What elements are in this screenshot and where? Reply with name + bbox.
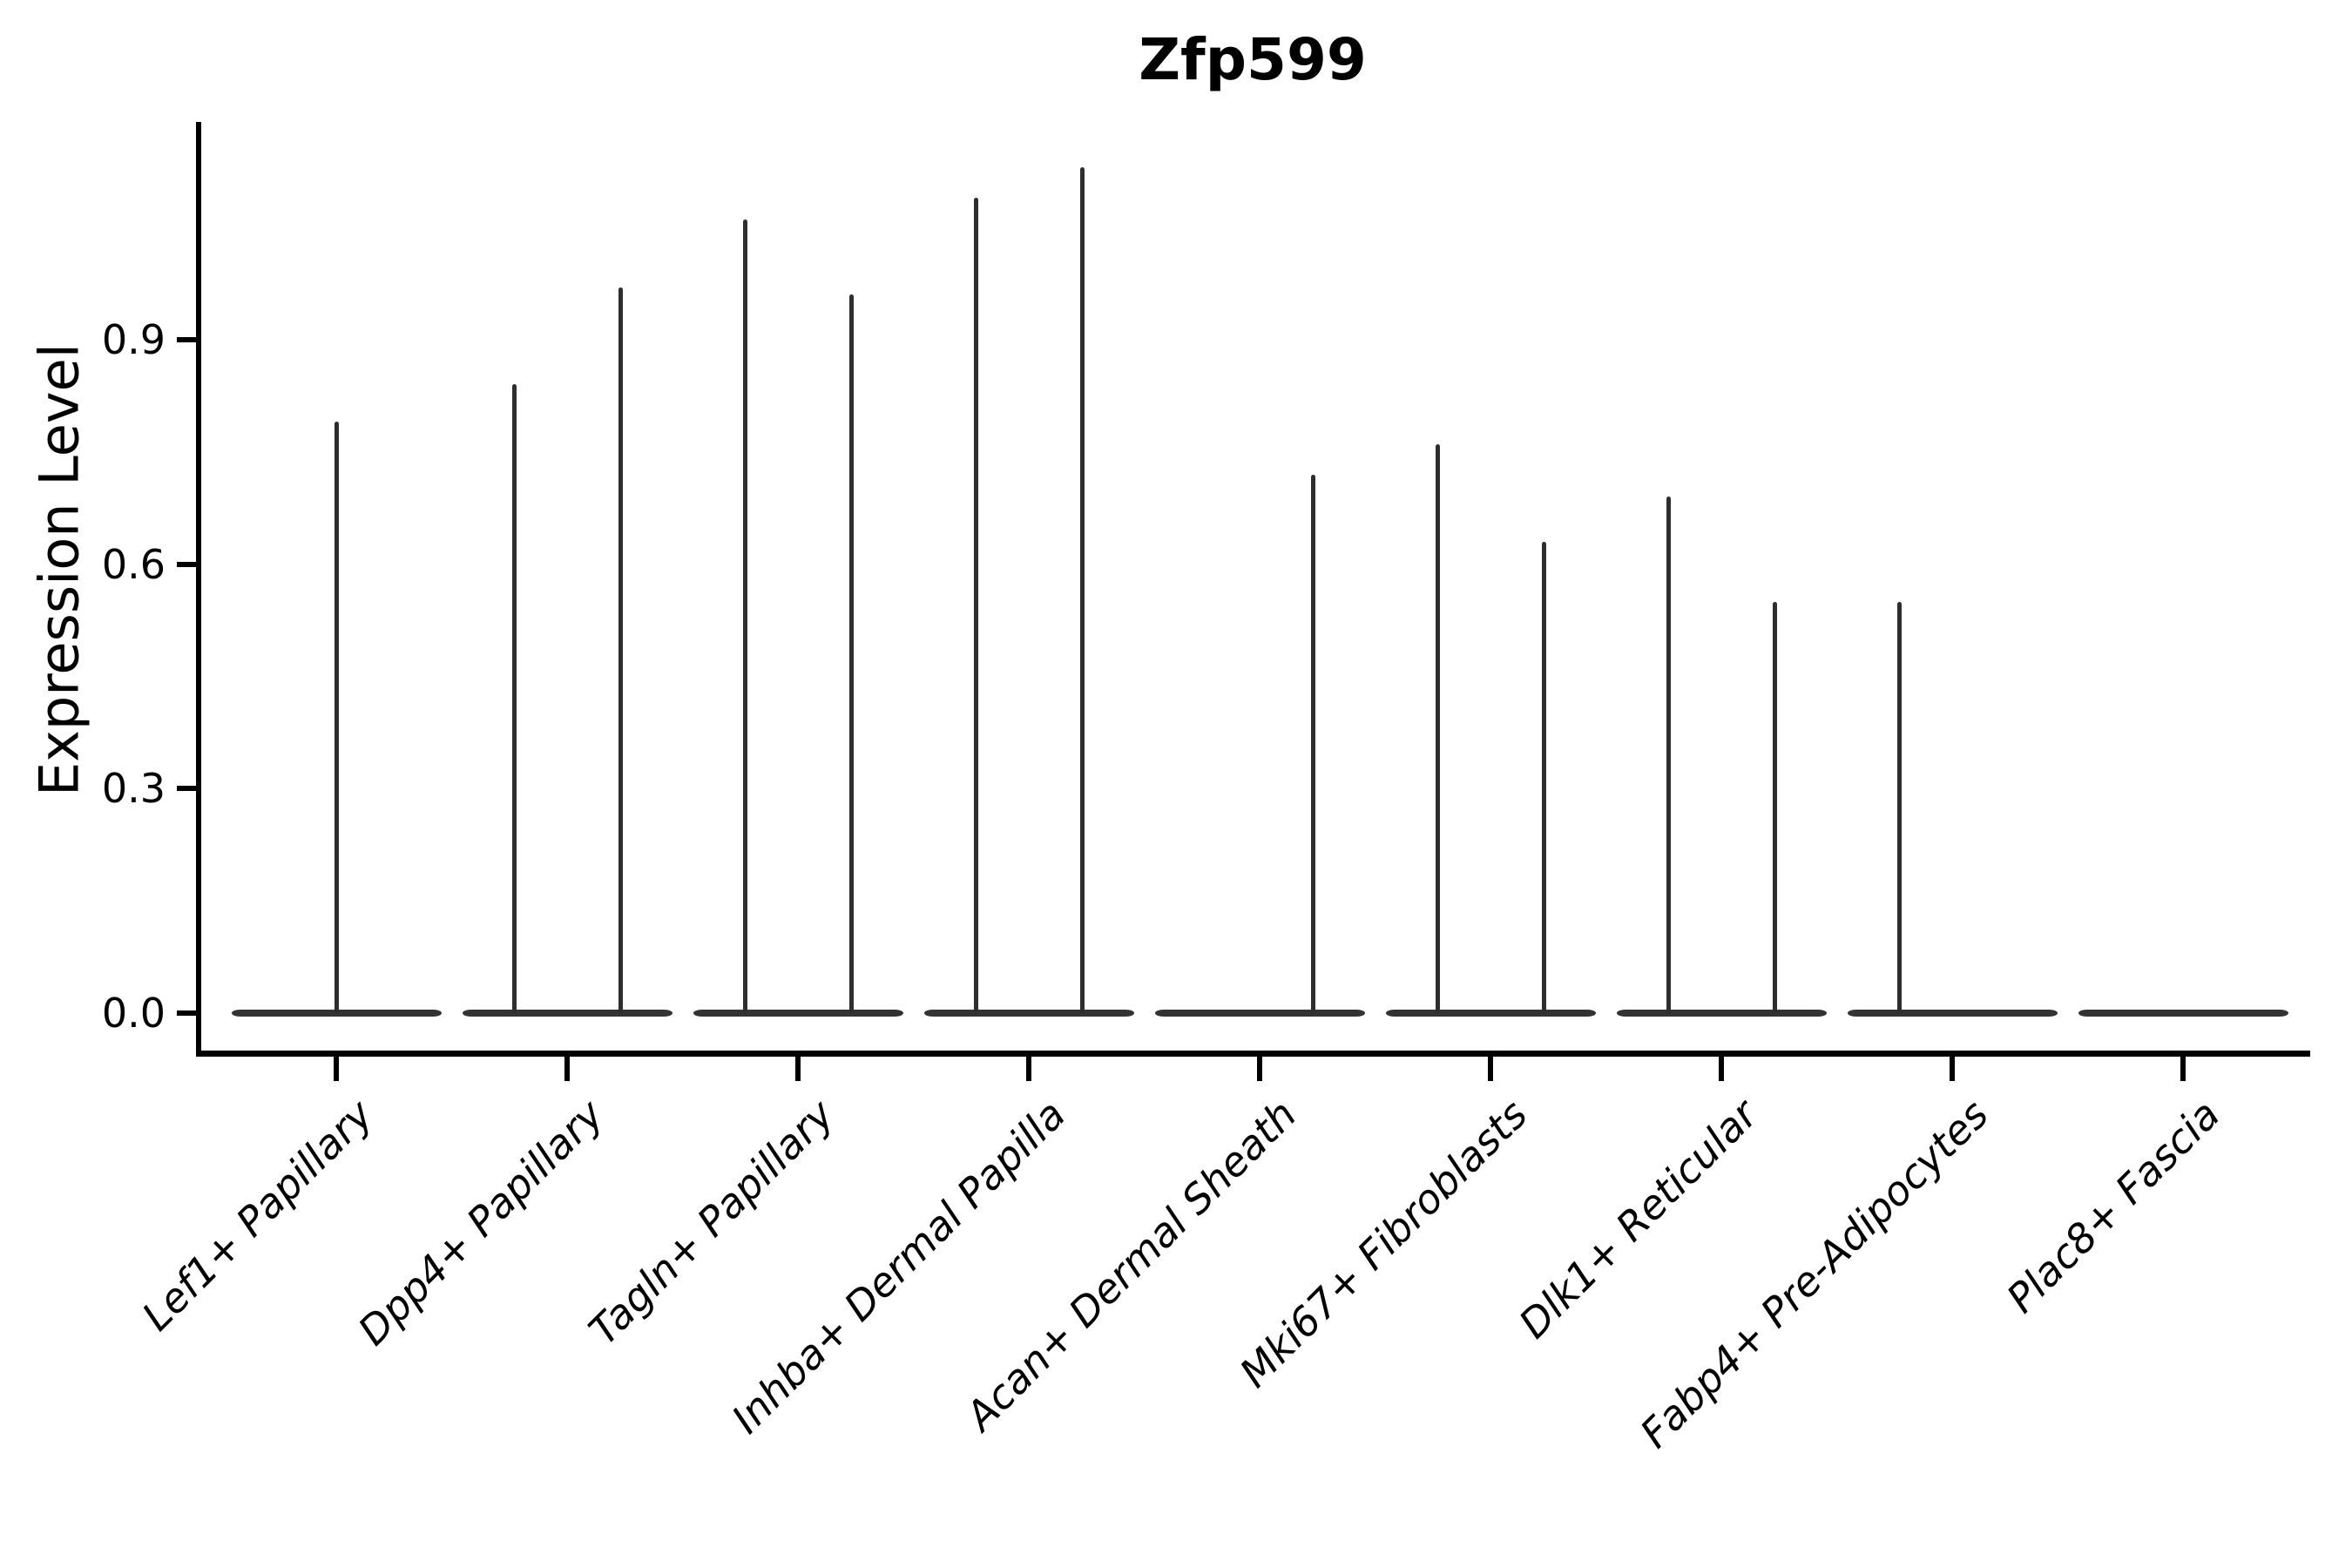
- x-tick-label: Tagln+ Papillary: [579, 1091, 844, 1355]
- violin-spike: [974, 197, 978, 1013]
- x-tick: [1488, 1057, 1493, 1081]
- y-tick: [177, 336, 196, 342]
- violin-spike: [1897, 601, 1902, 1013]
- violin-spike: [743, 220, 747, 1013]
- x-tick: [1719, 1057, 1724, 1081]
- violin-spike: [1311, 474, 1315, 1013]
- violin-base: [693, 1010, 903, 1017]
- y-tick: [177, 1010, 196, 1016]
- violin-base: [463, 1010, 672, 1017]
- violin-spike: [1080, 167, 1085, 1013]
- y-tick-label: 0.6: [101, 540, 166, 588]
- y-tick-label: 0.0: [101, 990, 166, 1037]
- violin-spike: [335, 422, 339, 1013]
- violin-base: [232, 1010, 442, 1017]
- x-tick: [1950, 1057, 1955, 1081]
- violin-spike: [512, 384, 517, 1013]
- violin-base: [1155, 1010, 1365, 1017]
- violin-spike: [1773, 601, 1777, 1013]
- x-tick: [1026, 1057, 1031, 1081]
- y-tick: [177, 561, 196, 567]
- x-tick-label: Lef1+ Papillary: [132, 1091, 382, 1340]
- violin-base: [1617, 1010, 1827, 1017]
- y-tick-label: 0.3: [101, 765, 166, 813]
- x-tick-label: Dlk1+ Reticular: [1510, 1091, 1767, 1348]
- x-tick: [334, 1057, 339, 1081]
- y-tick-label: 0.9: [101, 315, 166, 363]
- y-tick: [177, 786, 196, 792]
- x-tick-label: Dpp4+ Papillary: [348, 1091, 613, 1355]
- y-axis-spine: [196, 122, 201, 1057]
- chart-title: Zfp599: [1139, 26, 1367, 93]
- violin-spike: [1542, 541, 1546, 1013]
- x-axis-spine: [196, 1051, 2310, 1057]
- violin-spike: [1666, 497, 1671, 1013]
- violin-base: [2078, 1010, 2288, 1017]
- y-axis-label: Expression Level: [27, 343, 91, 796]
- x-tick: [2180, 1057, 2186, 1081]
- x-tick: [795, 1057, 801, 1081]
- violin-base: [1386, 1010, 1596, 1017]
- violin-base: [1848, 1010, 2058, 1017]
- x-tick-label: Plac8+ Fascia: [1997, 1091, 2229, 1322]
- x-tick: [564, 1057, 570, 1081]
- violin-spike: [618, 287, 623, 1013]
- violin-spike: [849, 294, 854, 1013]
- x-tick: [1257, 1057, 1262, 1081]
- violin-spike: [1436, 444, 1440, 1013]
- violin-base: [924, 1010, 1134, 1017]
